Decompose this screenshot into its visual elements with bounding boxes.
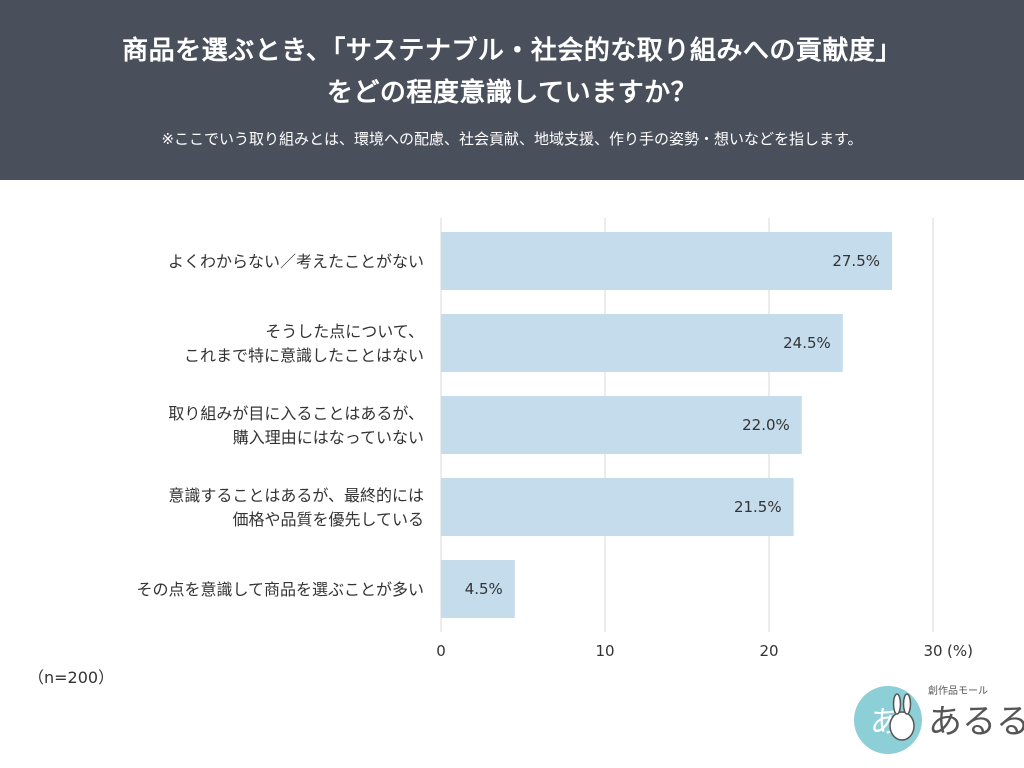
header-note: ※ここでいう取り組みとは、環境への配慮、社会貢献、地域支援、作り手の姿勢・想いな…: [161, 130, 863, 148]
sample-size: （n=200）: [28, 668, 115, 687]
category-label: 価格や品質を優先している: [232, 510, 424, 529]
tick-layer: 0 10 20 30 (%): [436, 642, 973, 660]
logo-big-text: あるる: [928, 702, 1024, 742]
header: 商品を選ぶとき、「サステナブル・社会的な取り組みへの貢献度」 をどの程度意識して…: [0, 0, 1024, 180]
logo-small-text: 創作品モール: [928, 686, 988, 697]
rabbit-ear-icon: [892, 693, 902, 715]
x-tick-label: 30: [923, 642, 942, 660]
category-label: そうした点について、: [265, 322, 424, 341]
bar: [441, 314, 843, 372]
label-layer: 27.5% よくわからない／考えたことがない 24.5% そうした点について、これまで…: [136, 252, 880, 599]
value-label: 22.0%: [742, 416, 790, 434]
value-label: 24.5%: [783, 334, 831, 352]
x-unit-label: (%): [947, 642, 973, 660]
rabbit-ear-icon: [902, 693, 912, 715]
title-line-1: 商品を選ぶとき、「サステナブル・社会的な取り組みへの貢献度」: [122, 36, 902, 66]
bar-layer: [441, 232, 892, 618]
category-label: これまで特に意識したことはない: [184, 346, 424, 365]
bar: [441, 396, 802, 454]
category-label: 購入理由にはなっていない: [233, 428, 424, 447]
logo: あ 創作品モール あるる: [850, 680, 1024, 760]
logo-badge: あ: [854, 686, 922, 754]
rabbit-icon: [889, 711, 915, 741]
bar: [441, 560, 515, 618]
bar-chart: 27.5% よくわからない／考えたことがない 24.5% そうした点について、これまで…: [136, 218, 973, 660]
value-label: 4.5%: [465, 580, 503, 598]
x-tick-label: 20: [759, 642, 778, 660]
title-line-2: をどの程度意識していますか？: [326, 78, 698, 108]
category-label: 取り組みが目に入ることはあるが、: [168, 404, 424, 423]
category-label: よくわからない／考えたことがない: [168, 252, 424, 271]
category-label: その点を意識して商品を選ぶことが多い: [136, 580, 424, 599]
category-label: 意識することはあるが、最終的には: [168, 486, 424, 505]
x-tick-label: 0: [436, 642, 446, 660]
x-tick-label: 10: [595, 642, 614, 660]
value-label: 21.5%: [734, 498, 782, 516]
bar: [441, 478, 794, 536]
value-label: 27.5%: [832, 252, 880, 270]
bar: [441, 232, 892, 290]
